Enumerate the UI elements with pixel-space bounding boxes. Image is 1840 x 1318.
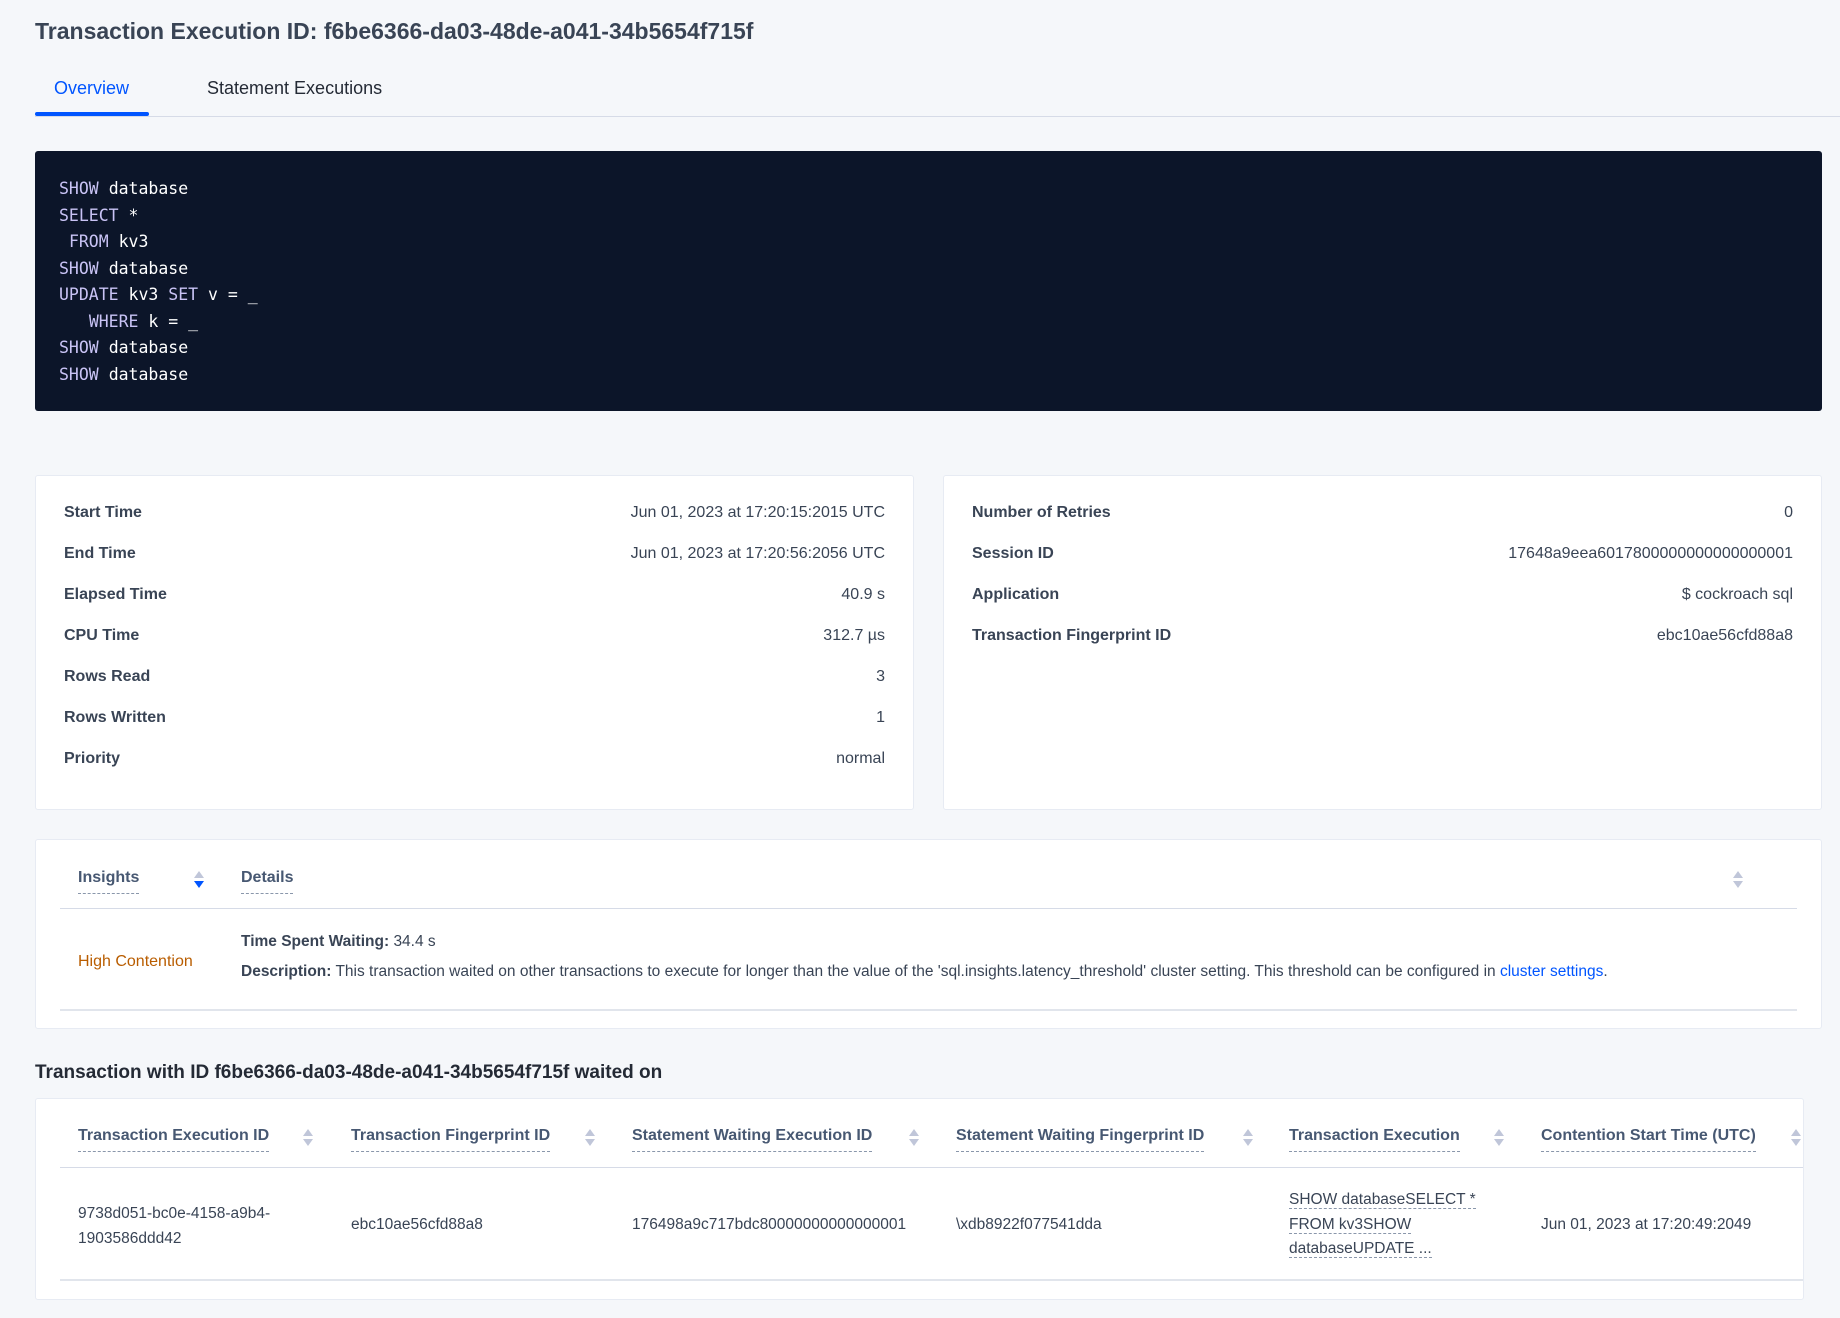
column-header-transaction-execution[interactable]: Transaction Execution xyxy=(1289,1127,1460,1152)
sort-icon[interactable] xyxy=(1494,1129,1504,1147)
summary-row: Session ID 17648a9eea60178000000000000000… xyxy=(972,545,1793,565)
summary-row: Rows Written 1 xyxy=(64,709,885,729)
summary-row: Elapsed Time 40.9 s xyxy=(64,586,885,606)
summary-value: normal xyxy=(836,750,885,767)
header-divider xyxy=(60,1167,1803,1168)
column-header-statement-waiting-fingerprint-id[interactable]: Statement Waiting Fingerprint ID xyxy=(956,1127,1205,1152)
row-divider xyxy=(60,1009,1797,1011)
waited-on-heading: Transaction with ID f6be6366-da03-48de-a… xyxy=(35,1062,663,1083)
summary-value: 1 xyxy=(876,709,885,726)
sort-icon[interactable] xyxy=(1733,871,1743,889)
transaction-execution-cell[interactable]: SHOW databaseSELECT * FROM kv3SHOW datab… xyxy=(1289,1188,1476,1262)
column-header-transaction-fingerprint-id[interactable]: Transaction Fingerprint ID xyxy=(351,1127,551,1152)
query-part: SHOW databaseSELECT * xyxy=(1289,1191,1476,1209)
column-header-contention-start-time[interactable]: Contention Start Time (UTC) xyxy=(1541,1127,1756,1152)
summary-label: Application xyxy=(972,586,1060,603)
summary-value: 17648a9eea6017800000000000000001 xyxy=(1508,545,1793,562)
summary-value: 40.9 s xyxy=(841,586,885,603)
time-spent-label: Time Spent Waiting: xyxy=(241,933,390,950)
statement-waiting-execution-id-cell: 176498a9c717bdc80000000000000001 xyxy=(632,1216,907,1233)
query-line: SHOW database xyxy=(59,364,189,384)
sql-query-block: SHOW database SELECT * FROM kv3 SHOW datab… xyxy=(35,151,1822,411)
column-header-transaction-execution-id[interactable]: Transaction Execution ID xyxy=(78,1127,270,1152)
sort-icon[interactable] xyxy=(1791,1129,1801,1147)
id-part: 1903586ddd42 xyxy=(78,1230,182,1247)
summary-label: Session ID xyxy=(972,545,1054,562)
waited-on-table: Transaction Execution ID Transaction Fin… xyxy=(35,1098,1804,1300)
summary-row: End Time Jun 01, 2023 at 17:20:56:2056 UT… xyxy=(64,545,885,565)
summary-label: Rows Read xyxy=(64,668,151,685)
description-end: . xyxy=(1603,963,1608,980)
summary-row: Rows Read 3 xyxy=(64,668,885,688)
column-header-details[interactable]: Details xyxy=(241,869,294,894)
column-header-statement-waiting-execution-id[interactable]: Statement Waiting Execution ID xyxy=(632,1127,873,1152)
contention-start-time-cell: Jun 01, 2023 at 17:20:49:2049 xyxy=(1541,1216,1752,1233)
sort-icon[interactable] xyxy=(303,1129,313,1147)
summary-label: Priority xyxy=(64,750,121,767)
summary-label: Elapsed Time xyxy=(64,586,167,603)
query-line: SHOW database xyxy=(59,179,189,198)
query-line: SHOW database xyxy=(59,338,189,357)
summary-card-left: Start Time Jun 01, 2023 at 17:20:15:2015 … xyxy=(35,475,914,810)
summary-value: Jun 01, 2023 at 17:20:56:2056 UTC xyxy=(630,545,885,562)
column-header-insights[interactable]: Insights xyxy=(78,869,140,894)
insights-table: Insights Details High Contention Time Sp… xyxy=(35,839,1822,1029)
sort-icon[interactable] xyxy=(909,1129,919,1147)
transaction-fingerprint-id-cell: ebc10ae56cfd88a8 xyxy=(351,1216,483,1233)
header-divider xyxy=(60,908,1797,909)
page-title: Transaction Execution ID: f6be6366-da03-… xyxy=(35,18,754,44)
description-label: Description: xyxy=(241,963,332,980)
query-line: SELECT * xyxy=(59,205,139,225)
summary-value: 0 xyxy=(1784,504,1793,521)
query-line: SHOW database xyxy=(59,258,189,278)
insight-description: Description: This transaction waited on … xyxy=(241,960,1608,984)
summary-value: Jun 01, 2023 at 17:20:15:2015 UTC xyxy=(630,504,885,521)
query-line: UPDATE kv3 SET v = _ xyxy=(59,285,258,304)
statement-waiting-fingerprint-id-cell: \xdb8922f077541dda xyxy=(956,1216,1102,1233)
transaction-execution-id-cell: 9738d051-bc0e-4158-a9b4- 1903586ddd42 xyxy=(78,1201,270,1251)
summary-row: Number of Retries 0 xyxy=(972,504,1793,524)
summary-label: Transaction Fingerprint ID xyxy=(972,627,1172,644)
sort-icon[interactable] xyxy=(194,871,204,889)
query-part: databaseUPDATE ... xyxy=(1289,1240,1432,1258)
sort-icon[interactable] xyxy=(1243,1129,1253,1147)
insight-high-contention: High Contention xyxy=(78,953,193,970)
summary-row: Start Time Jun 01, 2023 at 17:20:15:2015 … xyxy=(64,504,885,524)
active-tab-indicator xyxy=(35,112,149,116)
summary-card-right: Number of Retries 0 Session ID 17648a9eea60… xyxy=(943,475,1822,810)
query-part: FROM kv3SHOW xyxy=(1289,1215,1412,1234)
id-part: 9738d051-bc0e-4158-a9b4- xyxy=(78,1205,271,1222)
summary-label: Rows Written xyxy=(64,709,166,726)
summary-row: Priority normal xyxy=(64,750,885,770)
summary-value: 3 xyxy=(876,668,885,685)
summary-label: Number of Retries xyxy=(972,504,1111,521)
description-text: This transaction waited on other transac… xyxy=(335,963,1496,980)
summary-row: Application $ cockroach sql xyxy=(972,586,1793,606)
summary-label: End Time xyxy=(64,545,136,562)
summary-row: Transaction Fingerprint ID ebc10ae56cfd88… xyxy=(972,627,1793,647)
fingerprint-id-link[interactable]: ebc10ae56cfd88a8 xyxy=(1656,627,1793,644)
summary-row: CPU Time 312.7 µs xyxy=(64,627,885,647)
tab-statement-executions[interactable]: Statement Executions xyxy=(207,78,383,98)
cluster-settings-link[interactable]: cluster settings xyxy=(1499,963,1604,980)
summary-label: CPU Time xyxy=(64,627,140,644)
summary-value: 312.7 µs xyxy=(823,627,885,644)
tab-divider xyxy=(35,116,1840,117)
query-line: FROM kv3 xyxy=(68,232,149,251)
tab-overview[interactable]: Overview xyxy=(54,78,130,98)
row-divider xyxy=(60,1279,1803,1281)
summary-label: Start Time xyxy=(64,504,142,521)
time-spent-value: 34.4 s xyxy=(393,933,436,950)
summary-value: $ cockroach sql xyxy=(1681,586,1793,603)
query-line: WHERE k = _ xyxy=(88,311,199,331)
sort-icon[interactable] xyxy=(585,1129,595,1147)
time-spent-waiting: Time Spent Waiting: 34.4 s xyxy=(241,930,436,954)
